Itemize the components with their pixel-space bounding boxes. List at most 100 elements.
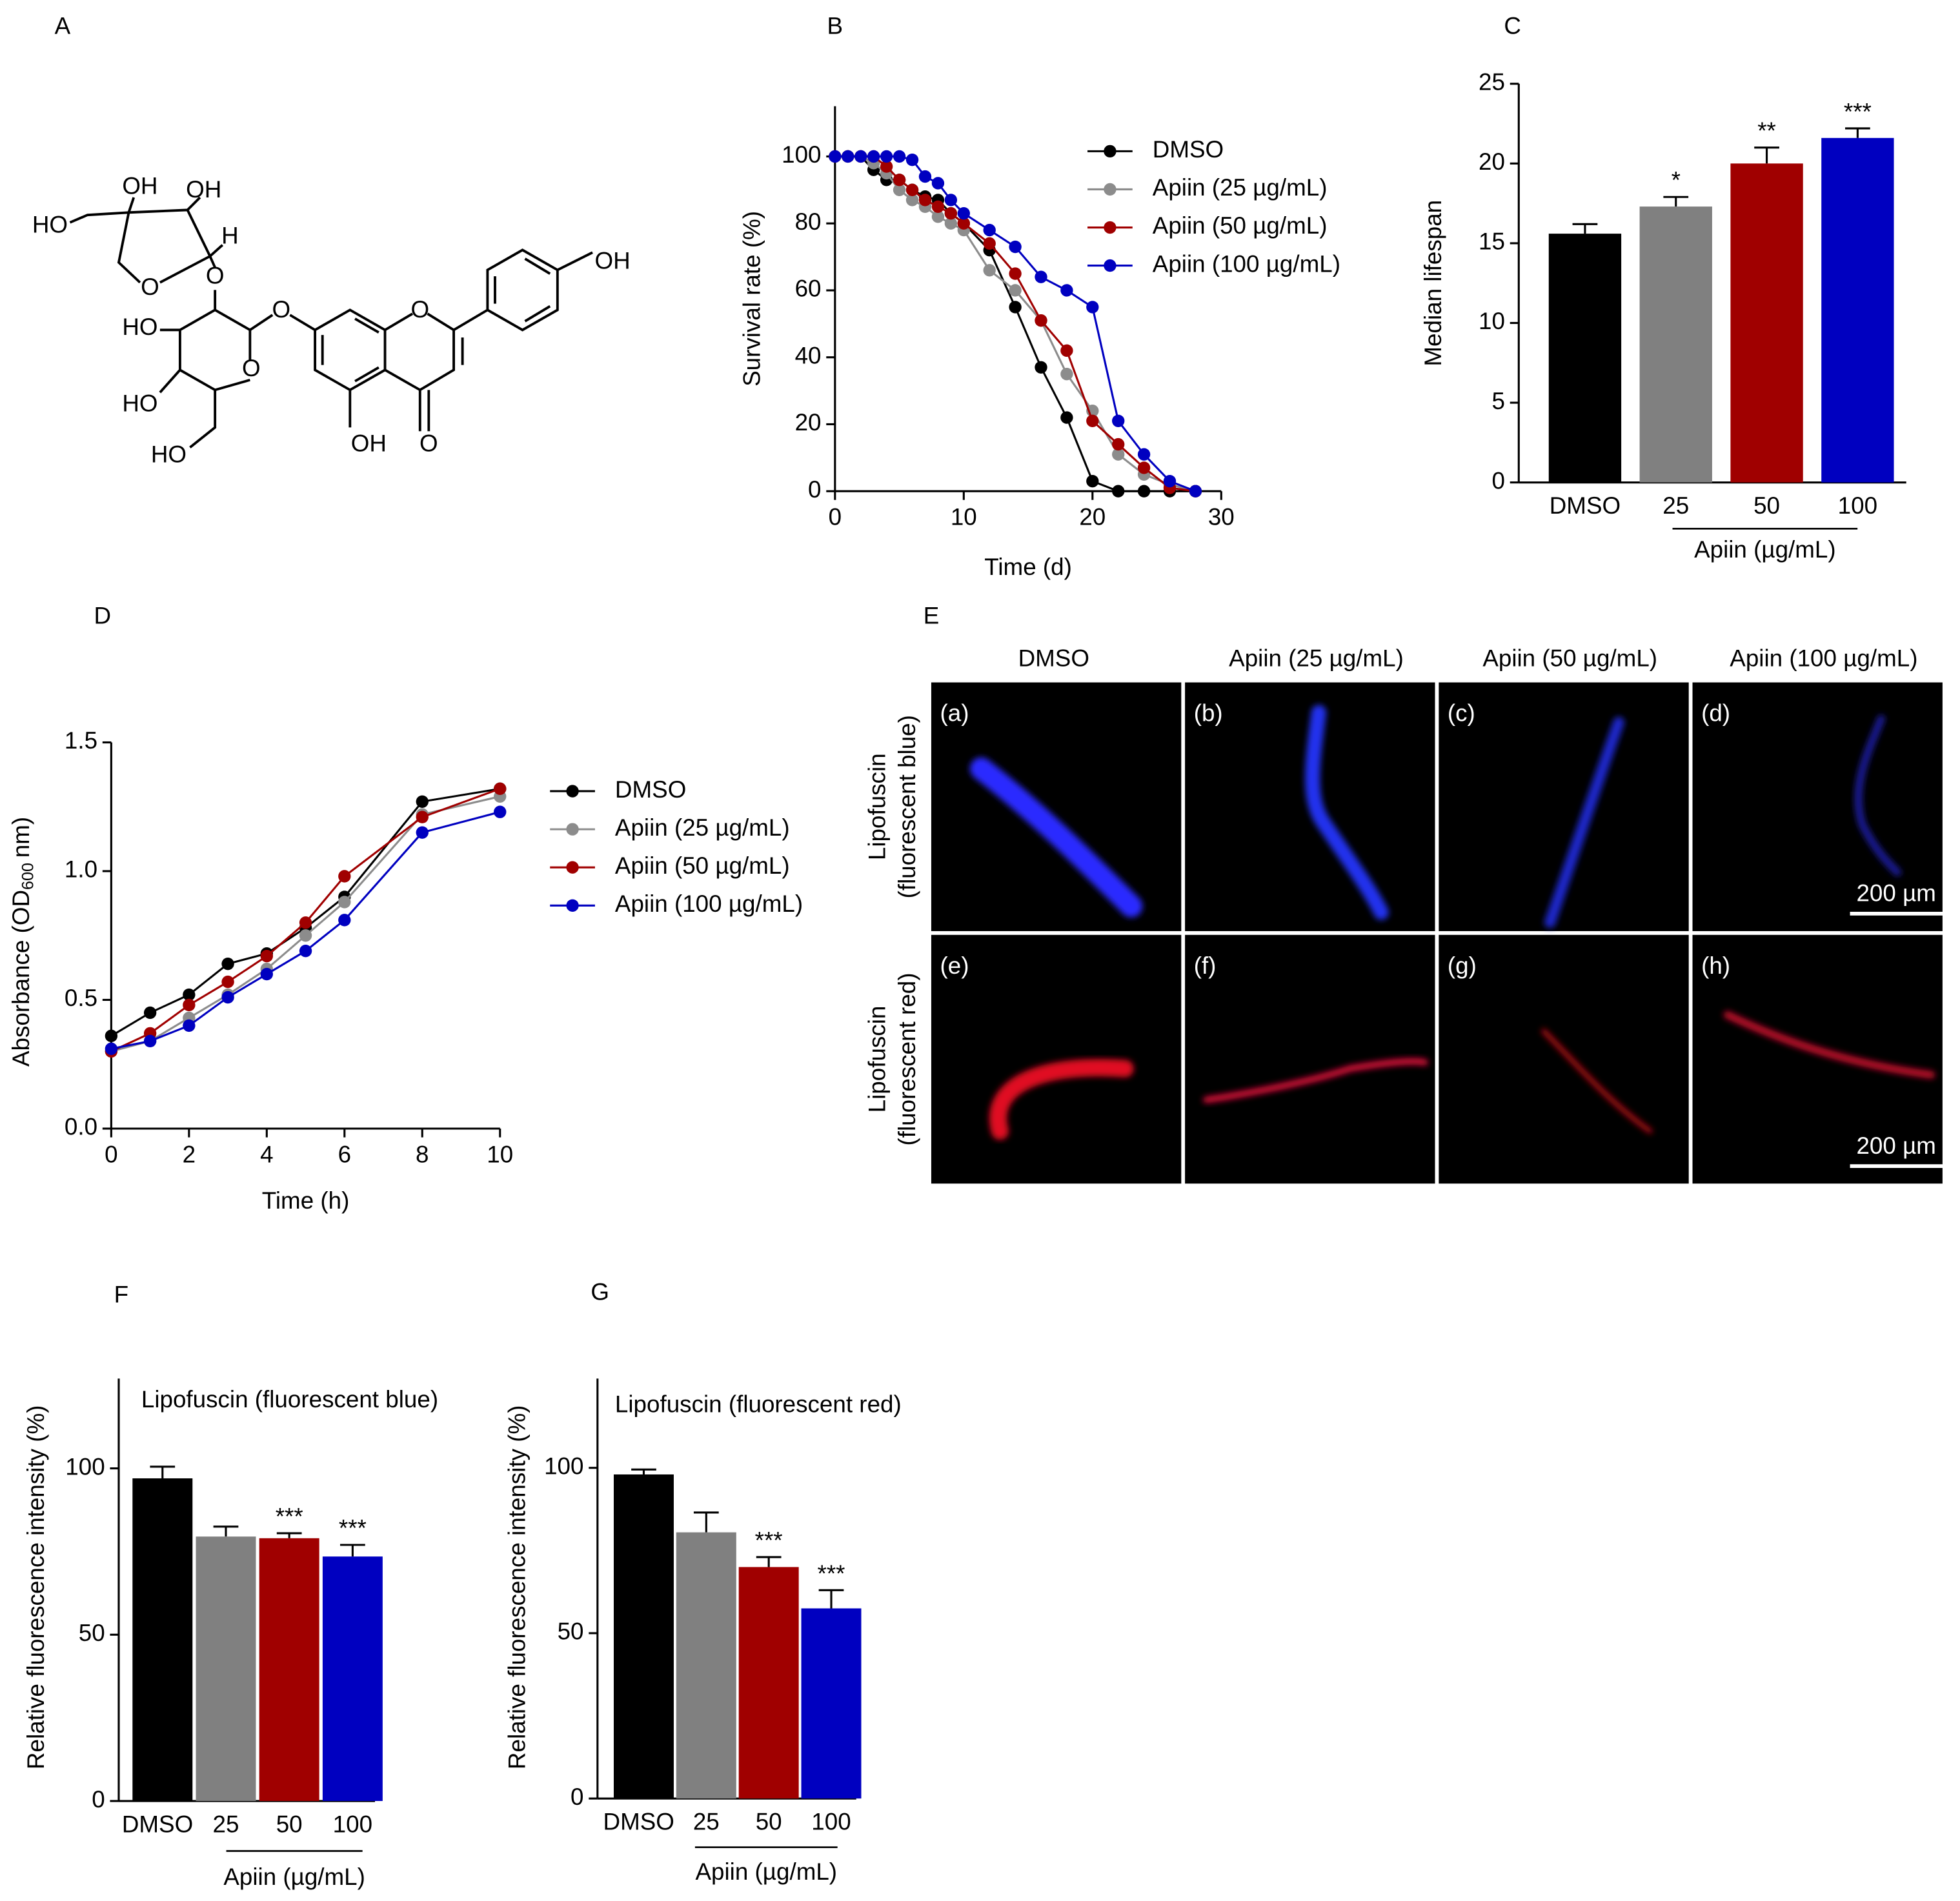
data-point bbox=[105, 1042, 118, 1055]
legend-label: Apiin (25 µg/mL) bbox=[1153, 174, 1328, 201]
x-tick-label: 50 bbox=[276, 1811, 303, 1837]
x-tick-label: 100 bbox=[811, 1809, 851, 1835]
data-point bbox=[842, 150, 854, 163]
data-point bbox=[854, 150, 867, 163]
x-tick-label: 25 bbox=[1662, 492, 1689, 519]
atom-label: OH bbox=[122, 172, 157, 199]
bar bbox=[196, 1536, 256, 1802]
data-point bbox=[183, 998, 196, 1012]
series-line bbox=[834, 155, 1196, 492]
x-tick-label: 100 bbox=[333, 1811, 372, 1837]
y-tick-label: 1.0 bbox=[65, 856, 97, 883]
data-point bbox=[416, 810, 429, 823]
bar bbox=[1548, 234, 1622, 483]
y-axis-label: Relative fluorescence intensity (%) bbox=[23, 1405, 49, 1769]
series-line bbox=[834, 155, 1196, 492]
legend-marker bbox=[566, 785, 579, 798]
legend-marker bbox=[1104, 221, 1116, 234]
data-point bbox=[1112, 485, 1125, 498]
data-point bbox=[983, 264, 996, 277]
bar bbox=[1639, 206, 1712, 483]
data-point bbox=[1060, 367, 1073, 381]
data-point bbox=[957, 217, 971, 230]
bar bbox=[613, 1474, 674, 1799]
data-point bbox=[1137, 485, 1151, 498]
atom-label: HO bbox=[122, 314, 157, 340]
panel-label: G bbox=[591, 1278, 609, 1305]
row-label-line: (fluorescent red) bbox=[894, 973, 920, 1146]
series-line bbox=[834, 155, 1196, 492]
bar bbox=[738, 1567, 799, 1799]
series-line bbox=[110, 787, 500, 1037]
row-label: Lipofuscin (fluorescent red) bbox=[864, 973, 920, 1146]
worm bbox=[1541, 1029, 1653, 1134]
y-tick-label: 50 bbox=[79, 1620, 105, 1646]
data-point bbox=[1009, 240, 1022, 254]
y-tick-label: 15 bbox=[1479, 228, 1505, 255]
row-label-line: (fluorescent blue) bbox=[894, 715, 920, 898]
bar bbox=[132, 1478, 193, 1802]
y-tick-label: 0 bbox=[571, 1784, 583, 1810]
data-point bbox=[918, 194, 932, 206]
micrograph bbox=[1692, 682, 1943, 931]
x-tick-label: 6 bbox=[338, 1141, 351, 1167]
legend-marker bbox=[566, 861, 579, 874]
legend-marker bbox=[1104, 259, 1116, 272]
data-point bbox=[918, 170, 932, 183]
y-axis-label: Absorbance (OD600 nm) bbox=[8, 817, 37, 1067]
legend-marker bbox=[566, 823, 579, 836]
data-point bbox=[880, 150, 893, 163]
legend-label: DMSO bbox=[1153, 136, 1224, 163]
y-tick-label: 0.5 bbox=[65, 985, 97, 1011]
atom-label: O bbox=[242, 355, 261, 381]
atom-label: HO bbox=[122, 390, 157, 416]
worm bbox=[1723, 1011, 1935, 1079]
data-point bbox=[983, 237, 996, 250]
data-point bbox=[1112, 438, 1125, 451]
image-panel-label: (h) bbox=[1701, 952, 1730, 979]
image-panel-label: (f) bbox=[1194, 952, 1217, 979]
data-point bbox=[105, 1029, 118, 1043]
data-point bbox=[416, 795, 429, 808]
y-tick-label: 100 bbox=[544, 1453, 583, 1479]
data-point bbox=[893, 183, 906, 197]
data-point bbox=[931, 210, 945, 223]
atom-label: OH bbox=[351, 430, 387, 456]
scale-bar-label: 200 µm bbox=[1856, 1132, 1935, 1159]
x-tick-label: 25 bbox=[213, 1811, 239, 1837]
image-panel-label: (e) bbox=[940, 952, 969, 979]
data-point bbox=[1060, 411, 1073, 424]
legend-label: DMSO bbox=[615, 776, 686, 803]
row-label-line: Lipofuscin bbox=[864, 753, 890, 860]
data-point bbox=[143, 1034, 157, 1048]
y-tick-label: 0 bbox=[1492, 467, 1505, 494]
y-tick-label: 25 bbox=[1479, 69, 1505, 96]
data-point bbox=[1009, 267, 1022, 280]
bar bbox=[801, 1608, 862, 1799]
data-point bbox=[944, 194, 958, 206]
data-point bbox=[338, 870, 351, 883]
x-tick-label: 2 bbox=[183, 1141, 196, 1167]
y-axis-label-part: 600 bbox=[19, 863, 37, 890]
x-tick-label: 50 bbox=[1753, 492, 1780, 519]
y-tick-label: 50 bbox=[558, 1618, 584, 1645]
data-point bbox=[1086, 474, 1099, 488]
data-point bbox=[338, 914, 351, 927]
bar bbox=[1730, 163, 1803, 483]
significance: *** bbox=[1844, 98, 1872, 125]
data-point bbox=[931, 177, 945, 190]
image-panel-label: (g) bbox=[1448, 952, 1477, 979]
worm bbox=[1203, 1058, 1428, 1103]
worm bbox=[1854, 714, 1901, 876]
atom-label: O bbox=[141, 274, 159, 300]
data-point bbox=[931, 200, 945, 213]
data-point bbox=[1009, 301, 1022, 314]
column-header: Apiin (50 µg/mL) bbox=[1482, 645, 1657, 671]
data-point bbox=[905, 183, 919, 197]
legend-marker bbox=[1104, 145, 1116, 158]
y-axis-label: Median lifespan bbox=[1420, 200, 1446, 367]
atom-label: OH bbox=[594, 247, 630, 274]
bar bbox=[1821, 137, 1894, 483]
data-point bbox=[221, 957, 234, 971]
